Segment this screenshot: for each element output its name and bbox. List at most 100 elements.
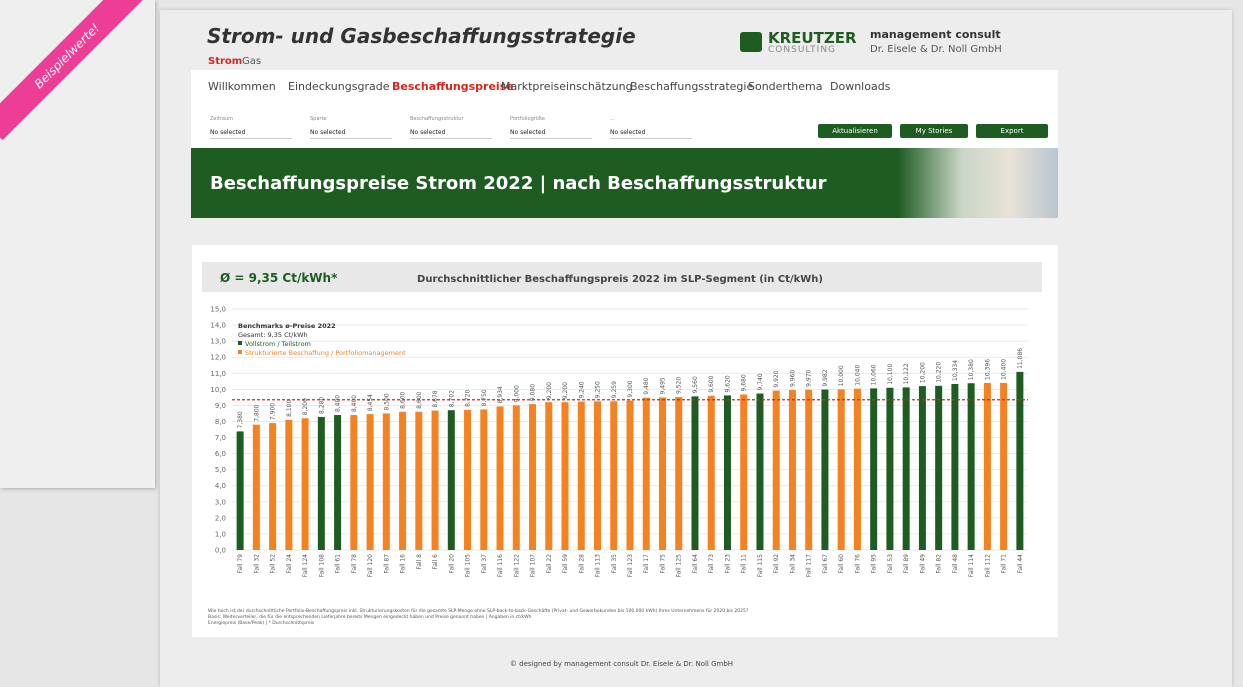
legend-label: Vollstrom / Teilstrom — [245, 340, 311, 348]
bar — [334, 415, 341, 550]
value-label: 10,040 — [854, 365, 861, 386]
bar — [789, 390, 796, 550]
x-tick-label: Fall 24 — [286, 554, 293, 574]
value-label: 9,480 — [643, 377, 650, 394]
x-tick-label: Fall 79 — [237, 554, 244, 574]
value-label: 8,400 — [351, 395, 358, 412]
value-label: 8,454 — [367, 394, 374, 411]
value-label: 9,200 — [546, 382, 553, 399]
chart-card: Ø = 9,35 Ct/kWh*Durchschnittlicher Besch… — [192, 245, 1058, 637]
value-label: 8,702 — [448, 390, 455, 407]
filter-label: Beschaffungsstruktur — [410, 116, 492, 122]
tab[interactable]: Strom — [208, 56, 242, 67]
x-tick-label: Fall 78 — [351, 554, 358, 574]
x-tick-label: Fall 32 — [253, 554, 260, 574]
button[interactable]: Aktualisieren — [818, 124, 892, 138]
x-tick-label: Fall 71 — [1001, 554, 1008, 574]
value-label: 10,334 — [952, 360, 959, 381]
x-tick-label: Fall 123 — [627, 554, 634, 577]
value-label: 9,080 — [530, 384, 537, 401]
x-tick-label: Fall 53 — [887, 554, 894, 574]
nav-item[interactable]: Sonderthema — [748, 80, 822, 93]
nav-item[interactable]: Downloads — [830, 80, 890, 93]
value-label: 9,495 — [659, 377, 666, 394]
bar — [432, 411, 439, 550]
x-tick-label: Fall 48 — [952, 554, 959, 574]
nav-item[interactable]: Beschaffungspreise — [392, 80, 514, 93]
x-tick-label: Fall 35 — [611, 554, 618, 574]
bar — [253, 425, 260, 550]
bar — [350, 415, 357, 550]
x-tick-label: Fall 82 — [936, 554, 943, 574]
button[interactable]: My Stories — [900, 124, 968, 138]
bar — [951, 384, 958, 550]
value-label: 9,600 — [708, 375, 715, 392]
bar — [627, 401, 634, 550]
value-label: 8,400 — [335, 395, 342, 412]
x-tick-label: Fall 73 — [708, 554, 715, 574]
x-tick-label: Fall 37 — [481, 554, 488, 574]
value-label: 8,934 — [497, 386, 504, 403]
company-sub: Dr. Eisele & Dr. Noll GmbH — [870, 44, 1002, 55]
nav-item[interactable]: Willkommen — [208, 80, 276, 93]
value-label: 11,086 — [1017, 348, 1024, 369]
value-label: 9,520 — [676, 377, 683, 394]
y-tick-label: 2,0 — [215, 514, 226, 522]
bar — [886, 388, 893, 550]
value-label: 9,200 — [562, 382, 569, 399]
value-label: 10,380 — [968, 359, 975, 380]
button[interactable]: Export — [976, 124, 1048, 138]
bar — [708, 396, 715, 550]
page: Strom- und Gasbeschaffungsstrategie { "r… — [0, 0, 1243, 687]
x-tick-label: Fall 67 — [822, 554, 829, 574]
bar — [545, 402, 552, 550]
bar — [838, 389, 845, 550]
x-tick-label: Fall 59 — [562, 554, 569, 574]
banner-image — [898, 148, 1058, 218]
x-tick-label: Fall 34 — [789, 554, 796, 574]
value-label: 10,000 — [838, 365, 845, 386]
x-tick-label: Fall 16 — [400, 554, 407, 574]
x-tick-label: Fall 116 — [497, 554, 504, 577]
bar — [367, 414, 374, 550]
legend-subtitle: Gesamt: 9,35 Ct/kWh — [238, 331, 308, 339]
bar — [675, 397, 682, 550]
value-label: 10,220 — [936, 362, 943, 383]
dropdown[interactable]: ...No selected — [610, 116, 692, 139]
x-tick-label: Fall 117 — [806, 554, 813, 577]
y-tick-label: 4,0 — [215, 482, 226, 490]
y-tick-label: 8,0 — [215, 418, 226, 426]
x-tick-label: Fall 115 — [757, 554, 764, 577]
bar — [269, 423, 276, 550]
filter-label: Sparte — [310, 116, 392, 122]
x-tick-label: Fall 22 — [546, 554, 553, 574]
tab[interactable]: Gas — [242, 56, 261, 67]
bar — [773, 391, 780, 550]
chart-title: Durchschnittlicher Beschaffungspreis 202… — [417, 274, 823, 285]
bar — [740, 394, 747, 550]
value-label: 8,750 — [481, 389, 488, 406]
bar — [399, 412, 406, 550]
bar — [854, 389, 861, 550]
nav-item[interactable]: Marktpreiseinschätzung — [501, 80, 633, 93]
x-tick-label: Fall 61 — [335, 554, 342, 574]
bar — [643, 398, 650, 550]
x-tick-label: Fall 112 — [984, 554, 991, 577]
x-tick-label: Fall 107 — [530, 554, 537, 577]
nav-item[interactable]: Eindeckungsgrade — [288, 80, 389, 93]
x-tick-label: Fall 23 — [724, 554, 731, 574]
y-tick-label: 12,0 — [210, 354, 226, 362]
value-label: 8,720 — [465, 390, 472, 407]
value-label: 8,100 — [286, 400, 293, 417]
x-tick-label: Fall 60 — [838, 554, 845, 574]
filter-label: ... — [610, 116, 692, 122]
value-label: 9,240 — [578, 381, 585, 398]
x-tick-label: Fall 114 — [968, 554, 975, 577]
bar — [935, 386, 942, 550]
nav-item[interactable]: Beschaffungsstrategie — [630, 80, 753, 93]
y-tick-label: 9,0 — [215, 402, 226, 410]
